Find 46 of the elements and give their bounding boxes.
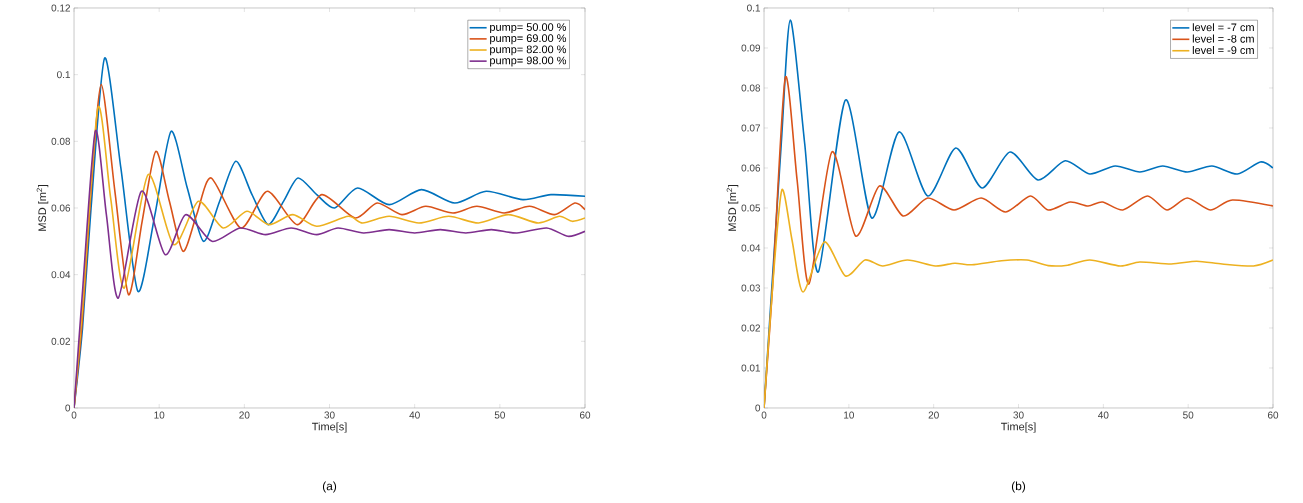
legend-label: level = -7 cm xyxy=(1192,23,1254,32)
y-tick-label: 0.02 xyxy=(741,324,760,332)
y-axis-title: MSD [m$^{2}$] xyxy=(726,185,739,231)
text: (a) xyxy=(322,481,337,493)
x-tick-label: 60 xyxy=(1267,411,1279,419)
line-series xyxy=(764,189,1274,408)
y-tick-label: 0.02 xyxy=(51,337,70,345)
x-tick-label: 0 xyxy=(71,411,77,419)
x-axis-title: Time[s] xyxy=(312,422,347,433)
y-tick-label: 0.04 xyxy=(741,244,761,252)
legend-label: pump= 50.00 % xyxy=(490,23,567,34)
y-tick-label: 0.1 xyxy=(747,4,761,12)
legend-label: pump= 98.00 % xyxy=(490,56,567,67)
y-tick-label: 0.08 xyxy=(741,84,761,92)
y-tick-label: 0 xyxy=(65,404,71,412)
x-tick-label: 0 xyxy=(761,411,767,419)
x-tick-label: 40 xyxy=(409,411,420,419)
y-tick-label: 0.09 xyxy=(741,44,761,52)
y-tick-label: 0.05 xyxy=(741,204,761,212)
x-tick-label: 40 xyxy=(1098,411,1109,419)
legend-label: level = -8 cm xyxy=(1192,34,1254,43)
y-tick-label: 0.04 xyxy=(51,271,71,279)
x-axis-title: Time[s] xyxy=(1001,422,1036,433)
x-tick-label: 10 xyxy=(154,411,165,419)
x-tick-label: 30 xyxy=(1013,411,1024,419)
legend-label: pump= 82.00 % xyxy=(490,45,567,56)
legend-label: level = -9 cm xyxy=(1192,46,1254,55)
y-tick-label: 0.08 xyxy=(51,137,71,145)
y-tick-label: 0.07 xyxy=(741,124,760,132)
y-tick-label: 0.01 xyxy=(741,364,761,372)
y-tick-label: 0.12 xyxy=(51,4,70,12)
y-tick-label: 0.06 xyxy=(51,204,71,212)
text: (b) xyxy=(1011,481,1026,493)
y-axis-title: MSD [m$^{2}$] xyxy=(36,185,49,231)
legend-label: pump= 69.00 % xyxy=(490,34,567,45)
x-tick-label: 60 xyxy=(579,411,591,419)
x-tick-label: 50 xyxy=(494,411,505,419)
y-tick-label: 0 xyxy=(755,404,761,412)
y-tick-label: 0.03 xyxy=(741,284,761,292)
x-tick-label: 30 xyxy=(324,411,335,419)
y-tick-label: 0.1 xyxy=(57,71,71,79)
y-tick-label: 0.06 xyxy=(741,164,761,172)
x-tick-label: 20 xyxy=(239,411,250,419)
x-tick-label: 50 xyxy=(1183,411,1194,419)
x-tick-label: 20 xyxy=(928,411,939,419)
x-tick-label: 10 xyxy=(844,411,854,419)
